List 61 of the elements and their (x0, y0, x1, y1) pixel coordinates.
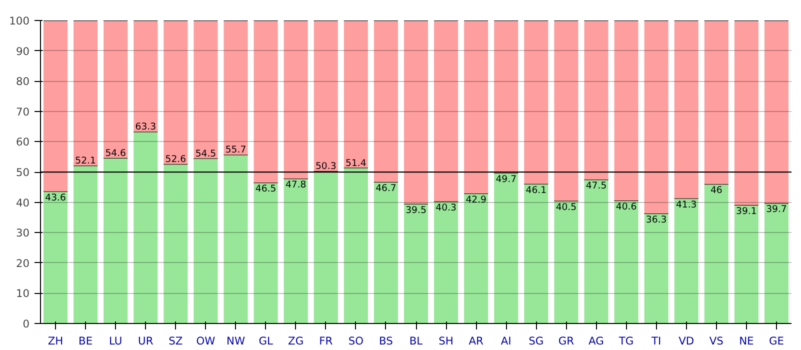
y-tick-label: 20 (16, 256, 30, 270)
x-tick-label: AG (588, 334, 604, 348)
data-label: 39.7 (766, 204, 787, 216)
data-label: 42.9 (466, 194, 487, 206)
y-tick-label: 70 (16, 105, 30, 118)
x-tick-label: TG (618, 334, 634, 348)
y-tick-label: 100 (9, 14, 30, 28)
x-tick-label: SZ (168, 334, 183, 348)
data-label: 52.1 (75, 156, 96, 167)
x-tick-label: OW (196, 334, 216, 348)
data-label: 40.5 (556, 202, 577, 213)
data-label: 54.5 (195, 148, 216, 160)
data-label: 39.5 (406, 204, 426, 216)
data-label: 46.7 (376, 183, 396, 194)
data-label: 51.4 (346, 158, 366, 169)
x-tick-label: GR (558, 334, 575, 348)
x-tick-label: TI (650, 334, 662, 348)
data-label: 36.3 (646, 214, 667, 226)
data-label: 63.3 (135, 122, 156, 133)
x-tick-label: BL (409, 334, 423, 348)
data-label: 46.1 (526, 184, 547, 196)
x-tick-label: GE (768, 334, 784, 348)
y-tick-label: 10 (16, 287, 30, 300)
x-tick-label: NW (226, 334, 246, 348)
y-tick-label: 50 (16, 166, 30, 179)
data-label: 40.3 (436, 202, 456, 214)
x-tick-label: VS (709, 334, 724, 348)
data-label: 46.5 (255, 184, 276, 195)
data-label: 55.7 (225, 144, 246, 156)
x-tick-label: FR (319, 334, 334, 348)
data-label: 52.6 (165, 154, 186, 166)
x-tick-label: ZH (48, 334, 64, 348)
data-label: 50.3 (315, 161, 336, 172)
data-label: 43.6 (45, 192, 66, 204)
data-label: 54.6 (105, 148, 126, 160)
y-tick-label: 80 (16, 75, 30, 88)
x-tick-label: SG (528, 334, 544, 348)
x-tick-label: BE (78, 334, 93, 348)
data-label: 47.8 (285, 180, 306, 191)
x-tick-label: AI (500, 334, 512, 348)
data-label: 46 (710, 185, 722, 196)
x-tick-label: NE (739, 334, 754, 348)
x-tick-label: LU (108, 334, 122, 348)
x-tick-label: BS (379, 334, 394, 348)
x-tick-label: AR (468, 334, 484, 348)
x-tick-label: ZG (288, 334, 304, 348)
x-tick-label: VD (678, 334, 694, 348)
x-tick-label: SO (348, 334, 364, 348)
y-tick-label: 30 (16, 226, 30, 240)
y-tick-label: 90 (16, 44, 30, 58)
x-tick-label: GL (258, 334, 273, 348)
y-tick-label: 60 (16, 136, 30, 149)
y-tick-label: 0 (22, 318, 30, 330)
data-label: 40.6 (616, 201, 637, 212)
data-label: 39.1 (736, 206, 757, 218)
y-tick-label: 40 (16, 196, 30, 210)
data-label: 49.7 (496, 174, 517, 185)
x-tick-label: SH (438, 334, 454, 348)
data-label: 47.5 (586, 180, 607, 192)
x-tick-label: UR (138, 334, 154, 348)
data-label: 41.3 (676, 199, 697, 210)
